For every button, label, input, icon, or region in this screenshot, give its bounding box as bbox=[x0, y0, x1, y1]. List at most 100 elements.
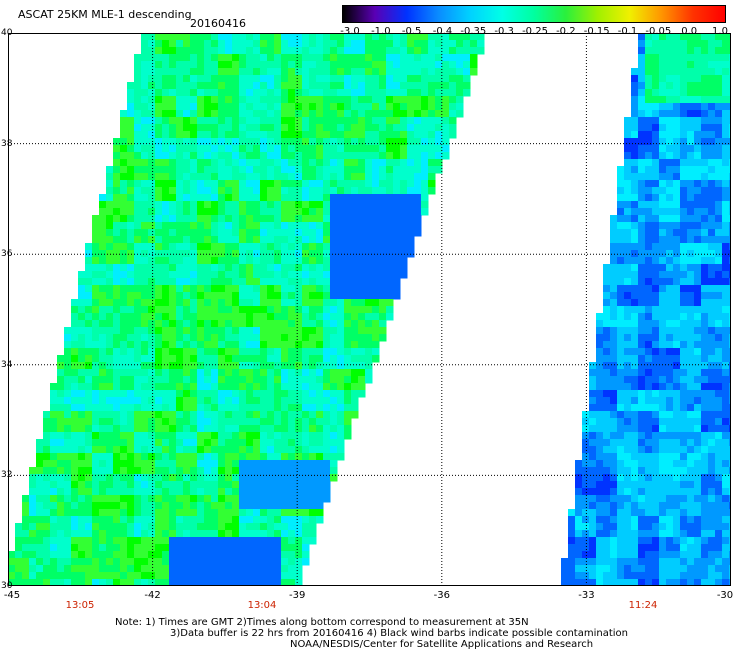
data-cell bbox=[239, 544, 247, 552]
data-cell bbox=[232, 222, 240, 230]
data-cell bbox=[659, 278, 667, 286]
data-cell bbox=[281, 187, 289, 195]
data-cell bbox=[211, 131, 219, 139]
data-cell bbox=[239, 320, 247, 328]
data-cell bbox=[400, 68, 408, 76]
data-cell bbox=[120, 334, 128, 342]
data-cell bbox=[715, 40, 723, 48]
data-cell bbox=[288, 418, 296, 426]
data-cell bbox=[701, 488, 709, 496]
data-cell bbox=[617, 243, 625, 251]
data-cell bbox=[372, 271, 380, 279]
data-cell bbox=[155, 327, 163, 335]
data-cell bbox=[330, 348, 338, 356]
data-cell bbox=[694, 348, 702, 356]
data-cell bbox=[722, 341, 730, 349]
data-cell bbox=[372, 236, 380, 244]
data-cell bbox=[666, 131, 674, 139]
data-cell bbox=[239, 481, 247, 489]
data-cell bbox=[281, 96, 289, 104]
data-cell bbox=[358, 89, 366, 97]
data-cell bbox=[631, 418, 639, 426]
data-cell bbox=[610, 362, 618, 370]
data-cell bbox=[603, 334, 611, 342]
data-cell bbox=[260, 474, 268, 482]
data-cell bbox=[421, 173, 429, 181]
data-cell bbox=[253, 75, 261, 83]
data-cell bbox=[22, 495, 30, 503]
data-cell bbox=[260, 138, 268, 146]
data-cell bbox=[617, 348, 625, 356]
data-cell bbox=[610, 390, 618, 398]
data-cell bbox=[337, 341, 345, 349]
data-cell bbox=[113, 418, 121, 426]
data-cell bbox=[169, 236, 177, 244]
data-cell bbox=[652, 152, 660, 160]
data-cell bbox=[218, 40, 226, 48]
data-cell bbox=[638, 446, 646, 454]
data-cell bbox=[596, 509, 604, 517]
data-cell bbox=[645, 460, 653, 468]
data-cell bbox=[92, 278, 100, 286]
data-cell bbox=[134, 537, 142, 545]
data-cell bbox=[239, 131, 247, 139]
data-cell bbox=[239, 152, 247, 160]
data-cell bbox=[652, 362, 660, 370]
data-cell bbox=[575, 544, 583, 552]
data-cell bbox=[162, 117, 170, 125]
data-cell bbox=[253, 460, 261, 468]
data-cell bbox=[365, 194, 373, 202]
data-cell bbox=[645, 481, 653, 489]
data-cell bbox=[127, 446, 135, 454]
data-cell bbox=[715, 61, 723, 69]
data-cell bbox=[253, 208, 261, 216]
data-cell bbox=[267, 411, 275, 419]
data-cell bbox=[386, 306, 394, 314]
data-cell bbox=[190, 110, 198, 118]
data-cell bbox=[162, 124, 170, 132]
data-cell bbox=[666, 68, 674, 76]
data-cell bbox=[687, 75, 695, 83]
data-cell bbox=[386, 89, 394, 97]
data-cell bbox=[260, 376, 268, 384]
data-cell bbox=[232, 481, 240, 489]
data-cell bbox=[155, 47, 163, 55]
data-cell bbox=[652, 327, 660, 335]
data-cell bbox=[316, 481, 324, 489]
data-cell bbox=[162, 110, 170, 118]
data-cell bbox=[449, 82, 457, 90]
data-cell bbox=[218, 411, 226, 419]
data-cell bbox=[253, 131, 261, 139]
data-cell bbox=[239, 558, 247, 566]
data-cell bbox=[288, 453, 296, 461]
data-cell bbox=[701, 495, 709, 503]
data-cell bbox=[92, 229, 100, 237]
data-cell bbox=[141, 432, 149, 440]
data-cell bbox=[85, 327, 93, 335]
data-cell bbox=[99, 327, 107, 335]
data-cell bbox=[309, 299, 317, 307]
data-cell bbox=[666, 110, 674, 118]
data-cell bbox=[260, 439, 268, 447]
data-cell bbox=[645, 551, 653, 559]
data-cell bbox=[106, 166, 114, 174]
data-cell bbox=[365, 173, 373, 181]
data-cell bbox=[722, 306, 730, 314]
data-cell bbox=[659, 523, 667, 531]
data-cell bbox=[666, 117, 674, 125]
data-cell bbox=[15, 523, 23, 531]
data-cell bbox=[407, 166, 415, 174]
data-cell bbox=[372, 173, 380, 181]
data-cell bbox=[225, 411, 233, 419]
data-cell bbox=[281, 453, 289, 461]
data-cell bbox=[36, 516, 44, 524]
data-cell bbox=[281, 54, 289, 62]
data-cell bbox=[596, 446, 604, 454]
data-cell bbox=[365, 138, 373, 146]
data-cell bbox=[365, 166, 373, 174]
data-cell bbox=[337, 334, 345, 342]
data-cell bbox=[169, 33, 177, 41]
colorbar-tick-label: -0.5 bbox=[401, 26, 422, 37]
data-cell bbox=[358, 208, 366, 216]
data-cell bbox=[155, 397, 163, 405]
